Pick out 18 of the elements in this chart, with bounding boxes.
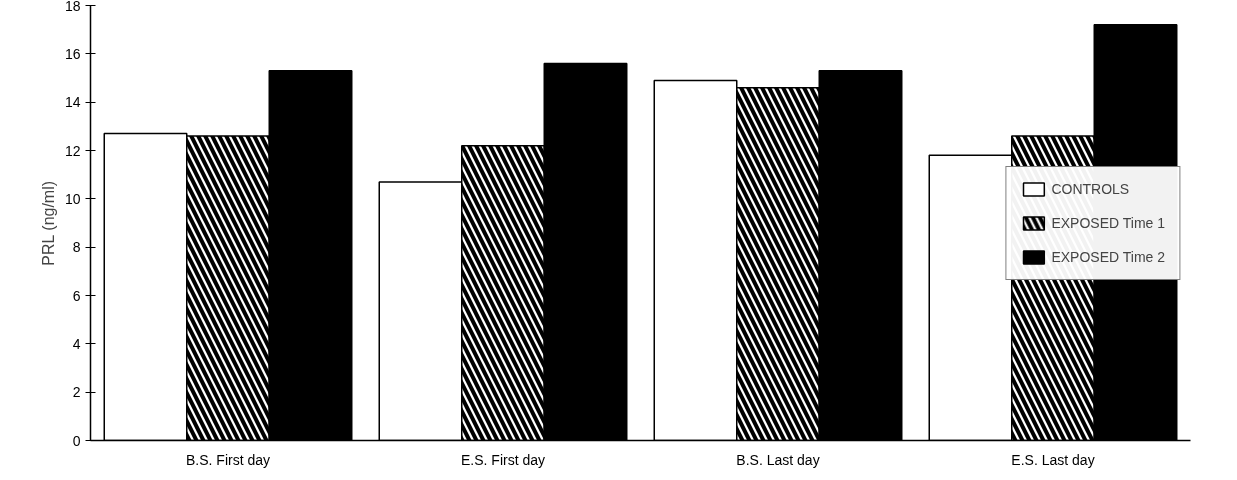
y-tick-label: 18 [64, 0, 81, 14]
legend-label: EXPOSED Time 2 [1051, 248, 1165, 265]
y-tick-label: 12 [64, 142, 81, 159]
y-tick-label: 16 [64, 45, 81, 62]
y-tick-label: 6 [72, 287, 81, 304]
y-axis-title: PRL (ng/ml) [39, 180, 57, 266]
x-tick-label: B.S. Last day [736, 451, 820, 468]
legend-label: CONTROLS [1051, 180, 1130, 197]
y-tick-label: 10 [64, 190, 81, 207]
x-tick-label: E.S. Last day [1011, 451, 1095, 468]
y-tick-label: 4 [72, 335, 81, 352]
y-tick-label: 8 [72, 239, 81, 256]
legend-label: EXPOSED Time 1 [1051, 214, 1165, 231]
y-tick-label: 0 [72, 432, 81, 449]
x-tick-label: E.S. First day [460, 451, 546, 468]
x-tick-label: B.S. First day [185, 451, 271, 468]
y-tick-label: 2 [72, 384, 81, 401]
y-tick-label: 14 [64, 94, 81, 111]
